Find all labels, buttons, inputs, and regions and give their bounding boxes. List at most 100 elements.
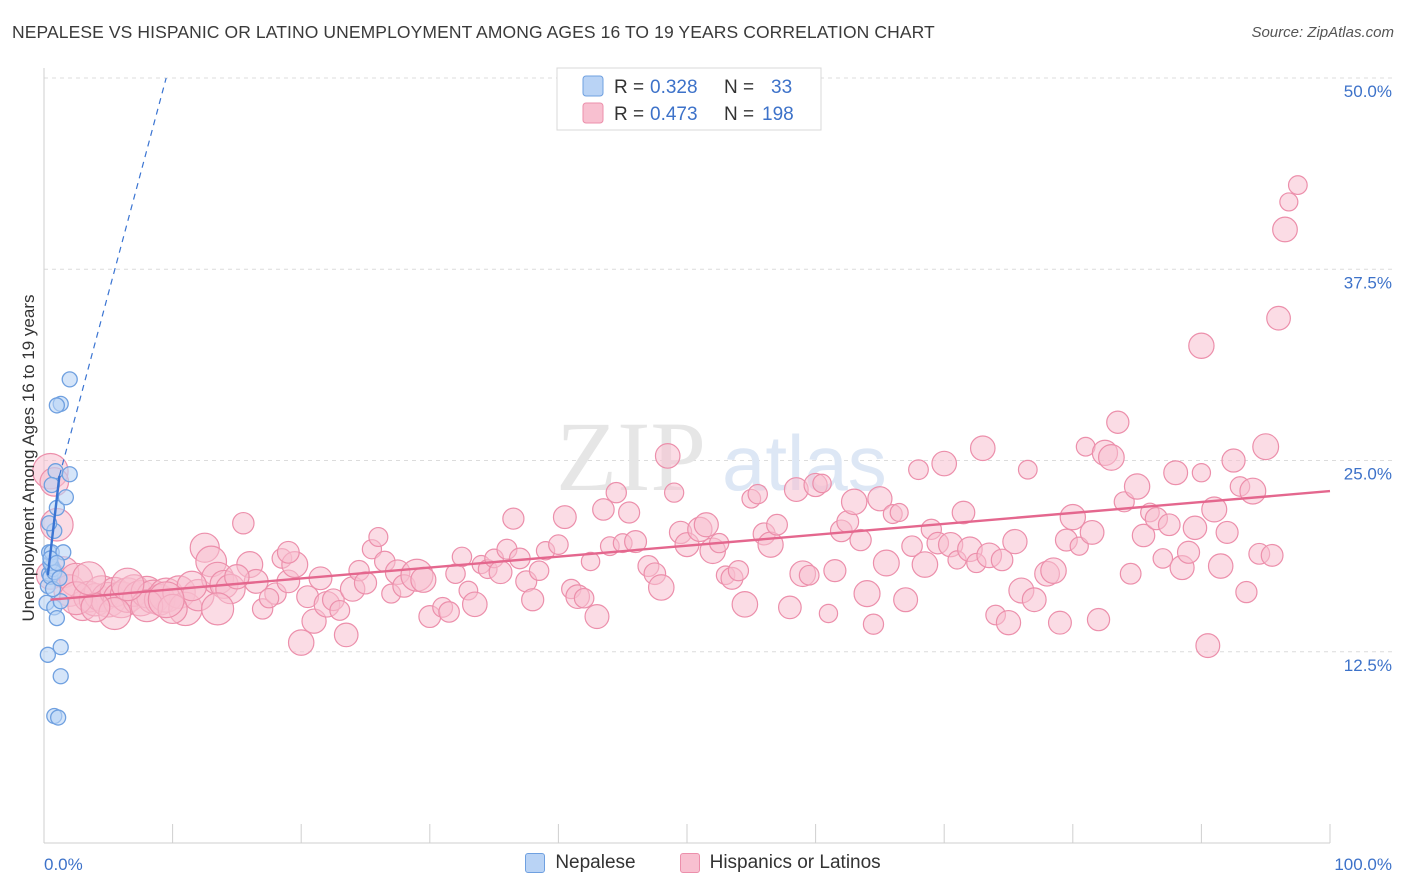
hispanic-point <box>488 560 513 585</box>
hispanic-point <box>353 571 378 595</box>
legend-swatch-nepalese <box>582 75 604 97</box>
hispanic-point <box>1021 587 1047 613</box>
legend-label-nepalese: Nepalese <box>555 852 636 873</box>
hispanic-point <box>1287 175 1308 196</box>
nepalese-trend-line <box>46 475 61 576</box>
hispanic-point <box>147 581 185 619</box>
hispanic-point <box>232 511 255 535</box>
nepalese-point <box>52 668 69 685</box>
hispanic-point <box>727 560 750 582</box>
hispanic-point <box>110 567 145 602</box>
hispanic-point <box>1131 523 1156 548</box>
hispanic-point <box>287 629 315 656</box>
hispanic-point <box>747 483 768 505</box>
nepalese-point <box>48 397 66 414</box>
hispanic-point <box>931 450 958 477</box>
legend-item-hispanic[interactable]: Hispanics or Latinos <box>679 852 881 874</box>
hispanic-point <box>1188 332 1215 359</box>
hispanic-point <box>867 486 893 512</box>
hispanic-point <box>1152 548 1174 569</box>
y-tick-label: 37.5% <box>1344 273 1392 292</box>
hispanic-point <box>969 435 996 462</box>
hispanic-points <box>32 175 1308 659</box>
hispanic-point <box>812 473 832 494</box>
grid-lines <box>44 77 1392 653</box>
legend-n-label: N = <box>724 77 754 98</box>
nepalese-point <box>48 554 66 572</box>
hispanic-point <box>1221 448 1246 473</box>
legend-item-nepalese[interactable]: Nepalese <box>525 852 636 874</box>
watermark: ZIP atlas <box>556 401 887 512</box>
trend-lines <box>46 77 1331 601</box>
legend-n-value: 198 <box>762 104 794 125</box>
hispanic-point <box>823 559 847 583</box>
hispanic-point <box>1123 473 1151 500</box>
hispanic-point <box>889 502 909 523</box>
hispanic-point <box>818 603 839 624</box>
hispanic-point <box>1207 553 1234 579</box>
hispanic-point <box>1252 433 1280 461</box>
hispanic-point <box>71 561 107 596</box>
hispanic-point <box>853 580 881 608</box>
hispanic-point <box>1047 610 1072 635</box>
hispanic-point <box>757 531 784 558</box>
hispanic-point <box>862 613 885 635</box>
hispanic-point <box>1182 515 1208 541</box>
hispanic-point <box>995 609 1022 636</box>
stats-legend: R = 0.328 N = 33 R = 0.473 N = 198 <box>556 67 822 131</box>
hispanic-point <box>893 587 919 613</box>
nepalese-point <box>57 489 75 506</box>
hispanic-point <box>654 443 681 469</box>
hispanic-point <box>1195 633 1221 659</box>
hispanic-point <box>276 540 300 564</box>
hispanic-point <box>451 546 473 568</box>
hispanic-point <box>580 551 601 572</box>
hispanic-point <box>911 551 939 578</box>
hispanic-point <box>872 549 900 577</box>
hispanic-point <box>1119 562 1142 585</box>
hispanic-point <box>1017 459 1038 480</box>
hispanic-swatch <box>679 853 700 873</box>
hispanic-point <box>461 591 488 618</box>
chart-title: NEPALESE VS HISPANIC OR LATINO UNEMPLOYM… <box>12 22 935 42</box>
nepalese-point <box>39 646 57 663</box>
hispanic-point <box>584 604 610 630</box>
hispanic-point <box>1235 580 1258 604</box>
hispanic-point <box>951 500 976 525</box>
hispanic-point <box>438 601 460 623</box>
y-axis-label: Unemployment Among Ages 16 to 19 years <box>19 295 38 622</box>
hispanic-point <box>777 595 802 620</box>
legend-label-hispanic: Hispanics or Latinos <box>709 852 881 873</box>
hispanic-point <box>618 501 641 524</box>
hispanic-point <box>624 530 648 554</box>
hispanic-point <box>521 588 545 612</box>
hispanic-trend-line <box>50 489 1331 601</box>
hispanic-point <box>258 587 280 609</box>
hispanic-point <box>1002 528 1028 555</box>
hispanic-point <box>849 528 872 552</box>
legend-r-label: R = <box>614 104 644 125</box>
y-tick-label: 25.0% <box>1344 465 1392 484</box>
legend-swatch-hispanic <box>582 102 604 124</box>
nepalese-points <box>38 371 78 726</box>
x-tick-label: 0.0% <box>44 855 83 874</box>
hispanic-point <box>329 599 351 621</box>
hispanic-point <box>1097 444 1125 471</box>
hispanic-point <box>908 459 929 481</box>
hispanic-point <box>1191 463 1212 483</box>
hispanic-point <box>1106 410 1130 434</box>
hispanic-point <box>502 507 525 530</box>
nepalese-trend-extension <box>58 77 167 476</box>
y-tick-label: 50.0% <box>1344 82 1392 101</box>
legend-r-value: 0.328 <box>650 77 698 98</box>
hispanic-point <box>1157 513 1181 537</box>
hispanic-point <box>1163 460 1189 486</box>
nepalese-point <box>52 639 69 656</box>
hispanic-point <box>1272 216 1298 243</box>
x-tick-label: 100.0% <box>1334 855 1392 874</box>
hispanic-point <box>1086 607 1111 632</box>
hispanic-point <box>1059 503 1087 531</box>
legend-n-label: N = <box>724 104 754 125</box>
hispanic-point <box>663 482 685 503</box>
